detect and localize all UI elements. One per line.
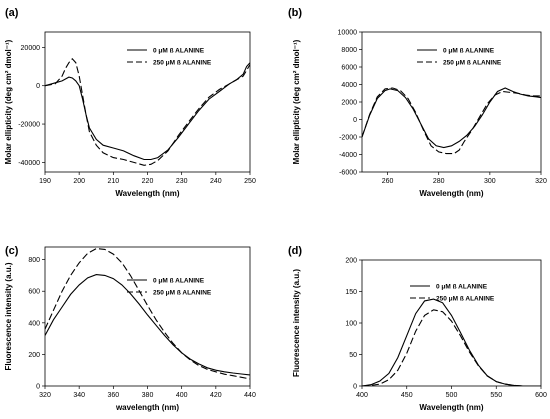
y-tick-label: -20000 [18, 122, 40, 129]
y-tick-label: 150 [345, 289, 357, 296]
y-axis-label: Fluorescence intensity (a.u.) [292, 269, 301, 377]
x-tick-label: 240 [210, 178, 222, 185]
x-axis-label: Wavelength (nm) [419, 403, 483, 412]
x-tick-label: 300 [484, 178, 496, 185]
y-tick-label: 100 [345, 321, 357, 328]
series-line-2 [362, 87, 541, 155]
panel-label: (d) [288, 245, 302, 257]
y-axis-label: Molar ellipticity (deg cm² dmol⁻¹) [292, 39, 301, 164]
legend-label-2: 250 μM ß ALANINE [436, 296, 495, 303]
x-tick-label: 190 [39, 178, 51, 185]
plot-frame [44, 31, 251, 173]
legend-label-1: 0 μM ß ALANINE [153, 48, 205, 55]
x-axis-label: Wavelength (nm) [115, 189, 179, 198]
panel-label: (c) [5, 245, 19, 257]
legend-label-2: 250 μM ß ALANINE [153, 60, 212, 67]
legend-label-1: 0 μM ß ALANINE [153, 278, 205, 285]
y-tick-label: 10000 [338, 30, 358, 37]
y-tick-label: 0 [36, 83, 40, 90]
x-tick-label: 200 [73, 178, 85, 185]
plot-frame [361, 259, 542, 387]
x-axis-label: Wavelength (nm) [419, 189, 483, 198]
panel-label: (b) [288, 7, 302, 19]
y-tick-label: 6000 [341, 65, 357, 72]
legend-label-1: 0 μM ß ALANINE [443, 48, 495, 55]
y-tick-label: -4000 [339, 152, 357, 159]
y-tick-label: 0 [353, 384, 357, 391]
series-line-1 [362, 298, 541, 386]
y-tick-label: 200 [345, 258, 357, 265]
legend-label-2: 250 μM ß ALANINE [153, 290, 212, 297]
x-tick-label: 600 [535, 392, 547, 399]
series-line-2 [362, 309, 541, 386]
series-line-1 [45, 62, 250, 161]
y-tick-label: -40000 [18, 160, 40, 167]
y-tick-label: 400 [28, 320, 40, 327]
x-tick-label: 360 [107, 392, 119, 399]
y-tick-label: 20000 [21, 45, 41, 52]
series-line-1 [362, 87, 541, 149]
x-tick-label: 550 [490, 392, 502, 399]
y-tick-label: -2000 [339, 135, 357, 142]
x-tick-label: 420 [210, 392, 222, 399]
x-tick-label: 320 [535, 178, 547, 185]
y-tick-label: 2000 [341, 100, 357, 107]
x-tick-label: 440 [244, 392, 256, 399]
y-axis-label: Fluorescence intensity (a.u.) [4, 262, 13, 370]
x-tick-label: 450 [401, 392, 413, 399]
x-tick-label: 400 [176, 392, 188, 399]
x-tick-label: 210 [107, 178, 119, 185]
series-line-1 [45, 274, 250, 376]
x-tick-label: 340 [73, 392, 85, 399]
panel-label: (a) [5, 7, 19, 19]
x-tick-label: 320 [39, 392, 51, 399]
plot-frame [44, 246, 251, 387]
x-tick-label: 400 [356, 392, 368, 399]
series-line-2 [45, 57, 250, 166]
x-tick-label: 250 [244, 178, 256, 185]
y-tick-label: 200 [28, 352, 40, 359]
chart-panel-3: (c) 320 340 360 380 400 420 440 0 200 400 600 800 wav… [4, 245, 256, 412]
x-tick-label: 500 [446, 392, 458, 399]
y-tick-label: 4000 [341, 82, 357, 89]
y-tick-label: 0 [36, 384, 40, 391]
y-axis-label: Molar ellipticity (deg cm² dmol⁻¹) [4, 39, 13, 164]
x-axis-label: wavelength (nm) [115, 403, 179, 412]
x-tick-label: 380 [142, 392, 154, 399]
series-line-2 [45, 248, 250, 380]
x-tick-label: 220 [142, 178, 154, 185]
x-tick-label: 280 [433, 178, 445, 185]
y-tick-label: 50 [349, 352, 357, 359]
chart-panel-4: (d) 400 450 500 550 600 0 50 100 150 200 Wavelength… [288, 245, 547, 412]
x-tick-label: 230 [176, 178, 188, 185]
y-tick-label: 600 [28, 289, 40, 296]
legend-label-1: 0 μM ß ALANINE [436, 284, 488, 291]
chart-panel-1: (a) 190 200 210 220 230 240 250 20000 0 -20000 -400… [4, 7, 256, 198]
y-tick-label: 0 [353, 117, 357, 124]
y-tick-label: 8000 [341, 47, 357, 54]
chart-panel-2: (b) 260 280 300 320 10000 8000 6000 4000 2000 0 -20… [288, 7, 547, 198]
y-tick-label: 800 [28, 257, 40, 264]
x-tick-label: 260 [382, 178, 394, 185]
legend-label-2: 250 μM ß ALANINE [443, 60, 502, 67]
y-tick-label: -6000 [339, 170, 357, 177]
